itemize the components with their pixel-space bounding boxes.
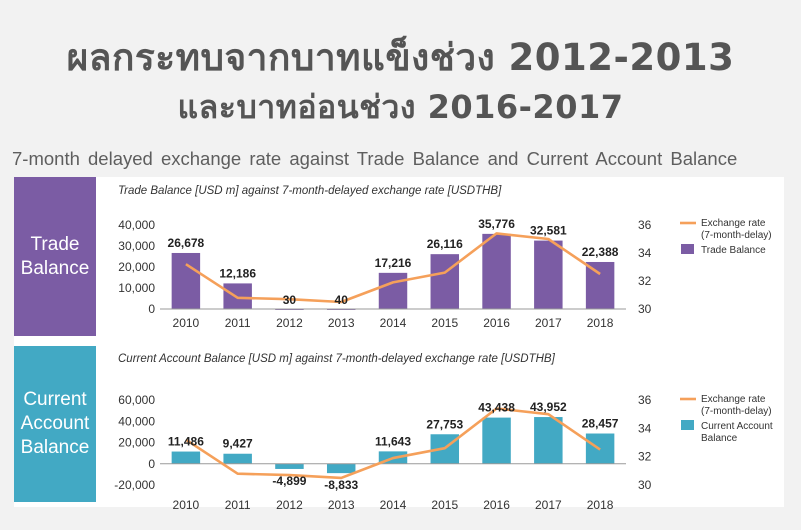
trade-x-tick-label: 2013 — [328, 316, 355, 330]
ca-x-tick-label: 2014 — [380, 498, 407, 512]
trade-left-tick-label: 30,000 — [118, 239, 155, 253]
ca-legend-bar-label: Balance — [701, 433, 738, 444]
ca-right-tick-label: 36 — [638, 393, 652, 407]
trade-right-tick-label: 34 — [638, 246, 652, 260]
trade-x-tick-label: 2011 — [225, 316, 251, 330]
ca-data-label: 43,952 — [530, 400, 567, 414]
trade-balance-side-label: Trade Balance — [14, 177, 96, 336]
trade-left-tick-label: 40,000 — [118, 218, 155, 232]
ca-x-tick-label: 2012 — [276, 498, 303, 512]
trade-bar — [223, 283, 252, 309]
ca-x-tick-label: 2015 — [431, 498, 458, 512]
trade-left-tick-label: 10,000 — [118, 281, 155, 295]
ca-bar — [534, 417, 563, 464]
trade-right-tick-label: 36 — [638, 218, 652, 232]
ca-data-label: 28,457 — [582, 417, 619, 431]
ca-data-label: 43,438 — [478, 401, 515, 415]
ca-data-label: 11,486 — [168, 435, 204, 449]
ca-x-tick-label: 2018 — [587, 498, 614, 512]
ca-left-tick-label: 0 — [148, 457, 155, 471]
ca-bar — [326, 463, 356, 474]
trade-x-tick-label: 2014 — [380, 316, 407, 330]
trade-data-label: 30 — [283, 293, 297, 307]
ca-bar — [171, 451, 201, 464]
current-account-chart-title: Current Account Balance [USD m] against … — [118, 353, 555, 365]
trade-legend-line-label: (7-month-delay) — [701, 230, 772, 241]
side-label-line: Account — [20, 413, 90, 434]
trade-bar — [430, 254, 460, 309]
trade-exchange-rate-line — [185, 232, 601, 304]
trade-left-tick-label: 0 — [148, 302, 155, 316]
ca-bar — [275, 463, 304, 469]
ca-right-tick-label: 32 — [638, 450, 652, 464]
ca-data-label: 11,643 — [375, 434, 411, 448]
ca-x-tick-label: 2013 — [328, 498, 355, 512]
trade-legend-bar-swatch — [681, 244, 694, 254]
ca-x-tick-label: 2017 — [535, 498, 562, 512]
ca-data-label: -8,833 — [324, 478, 358, 492]
ca-left-tick-label: -20,000 — [114, 478, 155, 492]
trade-data-label: 26,116 — [427, 237, 463, 251]
trade-x-tick-label: 2017 — [535, 316, 562, 330]
trade-legend-bar-label: Trade Balance — [701, 245, 766, 256]
trade-data-label: 17,216 — [375, 256, 412, 270]
trade-chart-title: Trade Balance [USD m] against 7-month-de… — [118, 185, 502, 197]
ca-bar — [223, 453, 252, 464]
trade-x-tick-label: 2016 — [483, 316, 510, 330]
trade-right-tick-label: 32 — [638, 274, 652, 288]
subheading: 7-month delayed exchange rate against Tr… — [12, 148, 738, 169]
ca-data-label: 9,427 — [223, 437, 253, 451]
trade-data-label: 26,678 — [168, 236, 205, 250]
trade-bar — [482, 233, 511, 309]
ca-left-tick-label: 40,000 — [118, 414, 155, 428]
ca-x-tick-label: 2011 — [225, 498, 251, 512]
ca-data-label: -4,899 — [272, 474, 306, 488]
ca-exchange-rate-line — [185, 407, 601, 480]
side-label-line: Trade — [30, 233, 80, 255]
trade-data-label: 32,581 — [530, 224, 567, 238]
ca-x-tick-label: 2010 — [173, 498, 200, 512]
trade-left-tick-label: 20,000 — [118, 260, 155, 274]
trade-x-tick-label: 2015 — [431, 316, 458, 330]
ca-x-tick-label: 2016 — [483, 498, 510, 512]
ca-left-tick-label: 60,000 — [118, 393, 155, 407]
trade-bar — [585, 261, 615, 309]
ca-right-tick-label: 30 — [638, 478, 652, 492]
ca-data-label: 27,753 — [426, 417, 463, 431]
trade-x-tick-label: 2010 — [173, 316, 200, 330]
side-label-line: Balance — [20, 257, 90, 279]
trade-data-label: 40 — [335, 293, 349, 307]
trade-legend-line-label: Exchange rate — [701, 218, 766, 229]
side-label-line: Current — [23, 389, 87, 410]
trade-bar — [378, 272, 408, 309]
trade-bar — [534, 240, 563, 309]
trade-data-label: 22,388 — [582, 245, 619, 259]
headline-line-1: ผลกระทบจากบาทแข็งช่วง 2012-2013 — [66, 36, 735, 79]
ca-legend-line-label: Exchange rate — [701, 394, 766, 405]
trade-bar — [171, 252, 201, 309]
ca-legend-bar-label: Current Account — [701, 421, 773, 432]
ca-legend-bar-swatch — [681, 420, 694, 430]
ca-bar — [482, 417, 511, 464]
ca-left-tick-label: 20,000 — [118, 436, 155, 450]
headline-line-2: และบาทอ่อนช่วง 2016-2017 — [177, 88, 624, 126]
current-account-side-label: Current Account Balance — [14, 346, 96, 502]
trade-x-tick-label: 2018 — [587, 316, 614, 330]
ca-right-tick-label: 34 — [638, 421, 652, 435]
trade-data-label: 12,186 — [219, 266, 256, 280]
ca-legend-line-label: (7-month-delay) — [701, 406, 772, 417]
trade-x-tick-label: 2012 — [276, 316, 303, 330]
side-label-line: Balance — [20, 437, 90, 458]
trade-right-tick-label: 30 — [638, 302, 652, 316]
trade-data-label: 35,776 — [478, 217, 515, 231]
